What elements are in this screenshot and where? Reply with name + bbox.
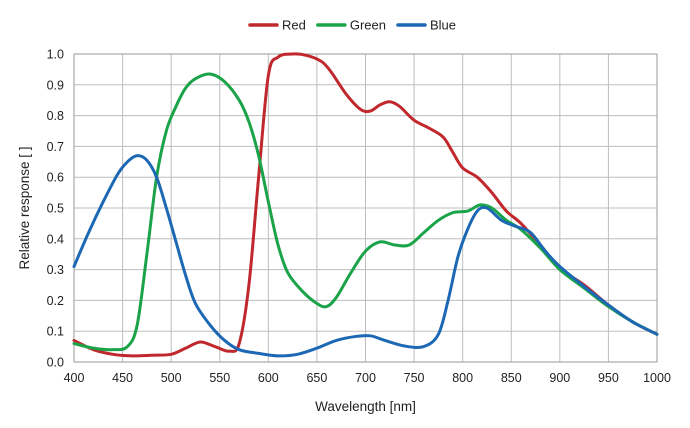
series-line-green (72, 72, 659, 352)
y-tick-label: 0.3 (47, 263, 64, 277)
y-tick-label: 0.6 (47, 171, 64, 185)
legend-label-red: Red (282, 18, 306, 33)
grid (73, 53, 658, 363)
x-tick-label: 950 (598, 371, 619, 385)
y-tick-label: 0.1 (47, 325, 64, 339)
y-tick-label: 0.0 (47, 356, 64, 370)
y-tick-label: 0.2 (47, 294, 64, 308)
x-tick-label: 900 (549, 371, 570, 385)
series-line-red (72, 52, 659, 358)
y-tick-label: 0.8 (47, 109, 64, 123)
x-tick-label: 450 (112, 371, 133, 385)
y-axis-title: Relative response [ ] (17, 146, 32, 269)
x-tick-label: 750 (404, 371, 425, 385)
legend-item-green: Green (316, 18, 386, 33)
legend-item-blue: Blue (396, 18, 456, 33)
y-tick-label: 0.5 (47, 202, 64, 216)
x-tick-label: 800 (452, 371, 473, 385)
plot-frame (73, 53, 658, 363)
legend-label-green: Green (350, 18, 386, 33)
x-axis-title: Wavelength [nm] (315, 399, 416, 414)
x-tick-label: 650 (306, 371, 327, 385)
y-tick-label: 0.4 (47, 232, 64, 246)
series-line-blue (72, 154, 659, 358)
x-tick-label: 500 (161, 371, 182, 385)
series-layer (72, 52, 659, 358)
legend-item-red: Red (248, 18, 306, 33)
y-tick-label: 1.0 (47, 48, 64, 62)
legend: Red Green Blue (248, 18, 456, 33)
y-tick-label: 0.9 (47, 78, 64, 92)
x-tick-label: 850 (501, 371, 522, 385)
x-tick-label: 400 (64, 371, 85, 385)
x-tick-label: 700 (355, 371, 376, 385)
legend-label-blue: Blue (430, 18, 456, 33)
x-tick-label: 1000 (643, 371, 671, 385)
x-axis-tick-labels: 400 450 500 550 600 650 700 750 800 850 900 950 1000 (64, 371, 671, 385)
y-axis-tick-labels: 0.0 0.1 0.2 0.3 0.4 0.5 0.6 0.7 0.8 0.9 1.0 (47, 48, 64, 370)
y-tick-label: 0.7 (47, 140, 64, 154)
x-tick-label: 550 (209, 371, 230, 385)
x-tick-label: 600 (258, 371, 279, 385)
